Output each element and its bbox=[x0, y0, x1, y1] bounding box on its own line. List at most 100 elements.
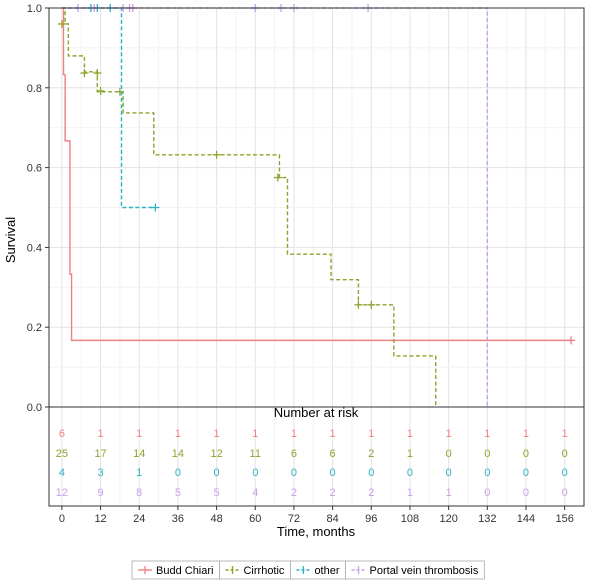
series-line bbox=[61, 7, 156, 209]
axes-layer: 0.0 0.2 0.4 0.6 0.8 1.0 bbox=[27, 3, 585, 507]
risk-value: 1 bbox=[136, 428, 142, 440]
x-tick-label: 36 bbox=[172, 513, 184, 525]
y-tick-label: 0.6 bbox=[27, 163, 42, 175]
x-tick-label: 144 bbox=[517, 513, 535, 525]
censor-mark bbox=[212, 150, 221, 159]
risk-row-budd-chiari: 6 1 1 1 1 1 1 1 1 1 1 1 1 1 bbox=[59, 428, 568, 440]
risk-value: 4 bbox=[59, 467, 65, 479]
x-tick-label: 48 bbox=[210, 513, 222, 525]
x-tick-label: 132 bbox=[478, 513, 496, 525]
legend-item-portal-vein-thrombosis: Portal vein thrombosis bbox=[345, 560, 485, 580]
risk-value: 0 bbox=[523, 448, 529, 460]
legend-label: Cirrhotic bbox=[243, 565, 284, 577]
x-tick-label: 108 bbox=[401, 513, 419, 525]
legend: Budd Chiari Cirrhotic other Portal vein thr… bbox=[131, 560, 485, 580]
censor-mark bbox=[151, 203, 160, 212]
censor-mark bbox=[273, 173, 282, 182]
y-tick-label: 1.0 bbox=[27, 3, 42, 15]
series-line bbox=[61, 7, 437, 407]
risk-value: 1 bbox=[136, 467, 142, 479]
censor-mark bbox=[367, 300, 376, 309]
legend-label: Portal vein thrombosis bbox=[370, 565, 479, 577]
risk-value: 5 bbox=[175, 487, 181, 499]
legend-item-cirrhotic: Cirrhotic bbox=[219, 560, 291, 580]
censor-mark bbox=[115, 87, 124, 96]
risk-value: 1 bbox=[446, 487, 452, 499]
plot-layer bbox=[57, 4, 576, 407]
y-axis-title: Survival bbox=[3, 217, 18, 263]
risk-value: 0 bbox=[446, 448, 452, 460]
risk-value: 2 bbox=[368, 448, 374, 460]
censor-mark bbox=[567, 336, 576, 345]
x-tick-label: 72 bbox=[288, 513, 300, 525]
series-other bbox=[61, 4, 160, 212]
risk-value: 0 bbox=[484, 467, 490, 479]
risk-value: 0 bbox=[484, 487, 490, 499]
censor-mark bbox=[354, 300, 363, 309]
risk-value: 0 bbox=[175, 467, 181, 479]
y-tick-label: 0.8 bbox=[27, 83, 42, 95]
risk-value: 1 bbox=[175, 428, 181, 440]
risk-value: 4 bbox=[252, 487, 258, 499]
y-tick-label: 0.4 bbox=[27, 242, 42, 254]
censor-mark bbox=[93, 69, 102, 78]
risk-value: 1 bbox=[368, 428, 374, 440]
risk-row-other: 4 3 1 0 0 0 0 0 0 0 0 0 0 0 bbox=[59, 467, 568, 479]
x-tick-label: 24 bbox=[133, 513, 145, 525]
risk-value: 0 bbox=[291, 467, 297, 479]
risk-value: 0 bbox=[562, 487, 568, 499]
x-axis: 0 12 24 36 48 60 72 84 96 108 120 132 144 156 bbox=[59, 506, 574, 525]
grid-layer bbox=[49, 7, 584, 506]
risk-value: 1 bbox=[98, 428, 104, 440]
risk-value: 0 bbox=[407, 467, 413, 479]
risk-value: 6 bbox=[330, 448, 336, 460]
risk-table-title: Number at risk bbox=[274, 405, 359, 420]
series-budd-chiari bbox=[61, 7, 576, 345]
risk-value: 5 bbox=[214, 487, 220, 499]
risk-value: 0 bbox=[214, 467, 220, 479]
risk-value: 1 bbox=[562, 428, 568, 440]
risk-value: 25 bbox=[56, 448, 68, 460]
legend-label: Budd Chiari bbox=[156, 565, 213, 577]
risk-table: 6 1 1 1 1 1 1 1 1 1 1 1 1 125 17 14 14 12 11 6 6 2 1 0 0 0 04 3 1 0 0 0… bbox=[56, 428, 568, 499]
x-tick-label: 0 bbox=[59, 513, 65, 525]
series-cirrhotic bbox=[57, 7, 437, 407]
risk-row-portal-vein-thrombosis: 12 9 8 5 5 4 2 2 2 1 1 0 0 0 bbox=[56, 487, 568, 499]
risk-value: 14 bbox=[172, 448, 184, 460]
legend-label: other bbox=[314, 565, 339, 577]
x-tick-label: 60 bbox=[249, 513, 261, 525]
risk-value: 12 bbox=[56, 487, 68, 499]
y-tick-label: 0.2 bbox=[27, 322, 42, 334]
risk-value: 6 bbox=[59, 428, 65, 440]
legend-box bbox=[345, 560, 485, 580]
risk-value: 1 bbox=[291, 428, 297, 440]
risk-value: 2 bbox=[330, 487, 336, 499]
risk-value: 1 bbox=[446, 428, 452, 440]
risk-value: 14 bbox=[133, 448, 145, 460]
risk-value: 12 bbox=[210, 448, 222, 460]
risk-value: 2 bbox=[368, 487, 374, 499]
risk-value: 1 bbox=[214, 428, 220, 440]
censor-mark bbox=[80, 69, 89, 78]
risk-value: 0 bbox=[523, 467, 529, 479]
y-tick-label: 0.0 bbox=[27, 402, 42, 414]
risk-value: 17 bbox=[94, 448, 106, 460]
risk-value: 8 bbox=[136, 487, 142, 499]
x-tick-label: 84 bbox=[326, 513, 338, 525]
risk-value: 6 bbox=[291, 448, 297, 460]
risk-value: 1 bbox=[330, 428, 336, 440]
risk-panel-border bbox=[48, 406, 585, 507]
series-line bbox=[61, 7, 572, 342]
risk-value: 0 bbox=[368, 467, 374, 479]
x-tick-label: 156 bbox=[555, 513, 573, 525]
risk-value: 0 bbox=[562, 467, 568, 479]
risk-value: 11 bbox=[250, 448, 261, 460]
risk-value: 0 bbox=[446, 467, 452, 479]
risk-value: 0 bbox=[562, 448, 568, 460]
risk-value: 0 bbox=[484, 448, 490, 460]
risk-value: 1 bbox=[407, 448, 413, 460]
risk-value: 1 bbox=[252, 428, 258, 440]
risk-value: 9 bbox=[98, 487, 104, 499]
risk-value: 2 bbox=[291, 487, 297, 499]
